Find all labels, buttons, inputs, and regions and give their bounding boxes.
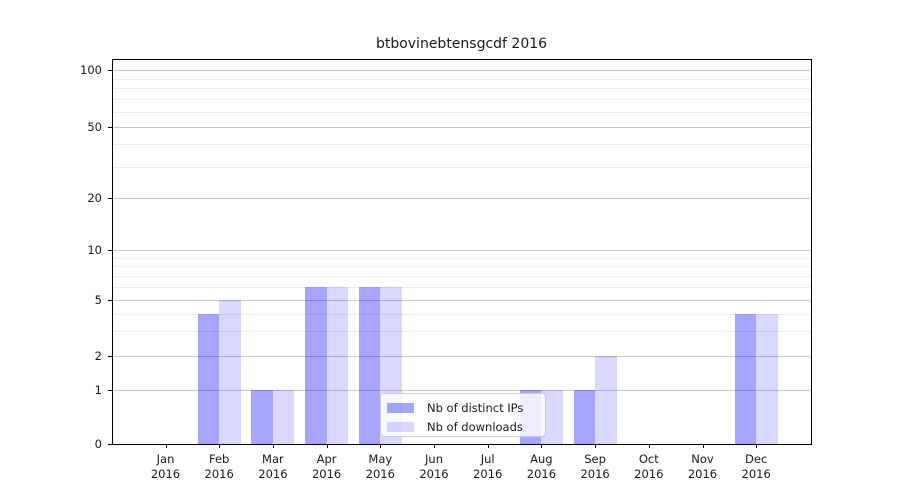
- y-tick-mark-10: [108, 250, 112, 251]
- gridline-minor-70: [113, 99, 811, 101]
- x-tick-mark-jan: [165, 444, 167, 448]
- x-tick-label-apr: Apr 2016: [311, 452, 342, 481]
- x-tick-mark-feb: [219, 444, 221, 448]
- gridline-minor-6: [113, 286, 811, 288]
- x-tick-mark-nov: [702, 444, 704, 448]
- bar-downloads-sep: [595, 356, 617, 444]
- x-tick-label-jul: Jul 2016: [473, 452, 503, 481]
- gridline-major-10: [113, 250, 811, 251]
- x-tick-mark-mar: [272, 444, 274, 448]
- x-tick-mark-may: [380, 444, 382, 448]
- gridline-major-50: [113, 127, 811, 128]
- gridline-major-1: [113, 390, 811, 391]
- gridline-minor-80: [113, 88, 811, 90]
- bar-distinct-ips-apr: [305, 286, 327, 444]
- bar-distinct-ips-may: [358, 286, 381, 444]
- y-tick-mark-1: [108, 390, 112, 391]
- gridline-minor-90: [113, 78, 811, 80]
- gridline-major-20: [113, 198, 811, 199]
- x-tick-mark-sep: [595, 444, 597, 448]
- gridline-minor-4: [113, 313, 811, 315]
- y-tick-label-50: 50: [87, 120, 102, 134]
- legend-swatch-distinct-ips: [387, 402, 414, 413]
- x-tick-mark-apr: [326, 444, 328, 448]
- y-tick-label-1: 1: [94, 383, 102, 397]
- bar-downloads-feb: [219, 300, 241, 444]
- x-tick-label-mar: Mar 2016: [258, 452, 288, 481]
- y-tick-mark-50: [108, 127, 112, 128]
- y-tick-label-10: 10: [87, 243, 102, 257]
- bar-downloads-dec: [756, 313, 778, 444]
- y-tick-mark-2: [108, 356, 112, 357]
- legend-label-distinct-ips: Nb of distinct IPs: [427, 400, 524, 415]
- gridline-major-2: [113, 356, 811, 357]
- bar-downloads-mar: [272, 390, 295, 444]
- bar-downloads-apr: [326, 286, 349, 444]
- x-tick-label-jan: Jan 2016: [150, 452, 181, 481]
- gridline-major-5: [113, 300, 811, 301]
- gridline-minor-8: [113, 266, 811, 268]
- x-tick-label-jun: Jun 2016: [419, 452, 449, 481]
- bar-downloads-aug: [541, 390, 563, 444]
- bar-distinct-ips-feb: [197, 313, 220, 444]
- gridline-minor-9: [113, 257, 811, 259]
- bar-distinct-ips-dec: [734, 313, 757, 444]
- legend-entry-distinct-ips: Nb of distinct IPs: [387, 399, 537, 416]
- x-tick-label-dec: Dec 2016: [741, 452, 771, 481]
- bar-distinct-ips-mar: [251, 390, 273, 444]
- y-tick-label-5: 5: [94, 293, 102, 307]
- y-tick-mark-5: [108, 300, 112, 301]
- y-tick-mark-100: [108, 70, 112, 71]
- gridline-minor-3: [113, 331, 811, 333]
- x-tick-label-sep: Sep 2016: [580, 452, 610, 481]
- x-tick-mark-jul: [487, 444, 489, 448]
- y-tick-label-0: 0: [94, 437, 102, 451]
- x-tick-label-oct: Oct 2016: [634, 452, 664, 481]
- x-tick-label-feb: Feb 2016: [204, 452, 234, 481]
- x-tick-mark-oct: [648, 444, 650, 448]
- gridline-minor-30: [113, 166, 811, 168]
- x-tick-label-aug: Aug 2016: [526, 452, 557, 481]
- legend-swatch-downloads: [387, 421, 414, 432]
- y-tick-mark-0: [108, 444, 112, 445]
- gridline-minor-7: [113, 275, 811, 277]
- gridline-minor-60: [113, 112, 811, 113]
- x-tick-mark-aug: [541, 444, 543, 448]
- x-tick-mark-dec: [756, 444, 758, 448]
- y-tick-label-100: 100: [80, 63, 102, 77]
- legend-label-downloads: Nb of downloads: [427, 419, 523, 434]
- x-tick-label-may: May 2016: [365, 452, 395, 481]
- chart-title: btbovinebtensgcdf 2016: [375, 36, 548, 52]
- x-tick-mark-jun: [434, 444, 435, 448]
- bar-distinct-ips-sep: [573, 390, 596, 444]
- gridline-minor-40: [113, 144, 811, 146]
- legend-entry-downloads: Nb of downloads: [387, 418, 537, 435]
- plot-area: Nb of distinct IPs Nb of downloads: [112, 59, 812, 445]
- y-tick-label-20: 20: [87, 191, 102, 205]
- y-tick-label-2: 2: [94, 349, 102, 363]
- gridline-major-100: [113, 70, 811, 71]
- y-tick-mark-20: [108, 198, 112, 199]
- legend: Nb of distinct IPs Nb of downloads: [380, 393, 546, 437]
- x-tick-label-nov: Nov 2016: [687, 452, 718, 481]
